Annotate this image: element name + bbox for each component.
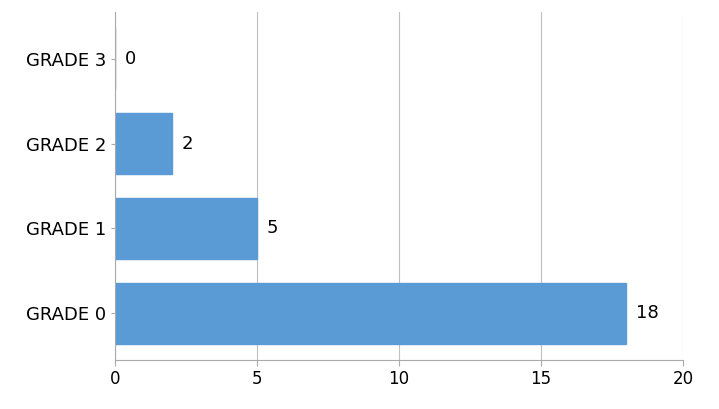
Bar [115,198,257,259]
Bar [115,283,626,344]
Text: 18: 18 [636,304,659,322]
Text: 0: 0 [125,50,136,68]
Text: 2: 2 [182,135,193,153]
Text: 5: 5 [267,220,278,238]
Bar [115,113,172,174]
